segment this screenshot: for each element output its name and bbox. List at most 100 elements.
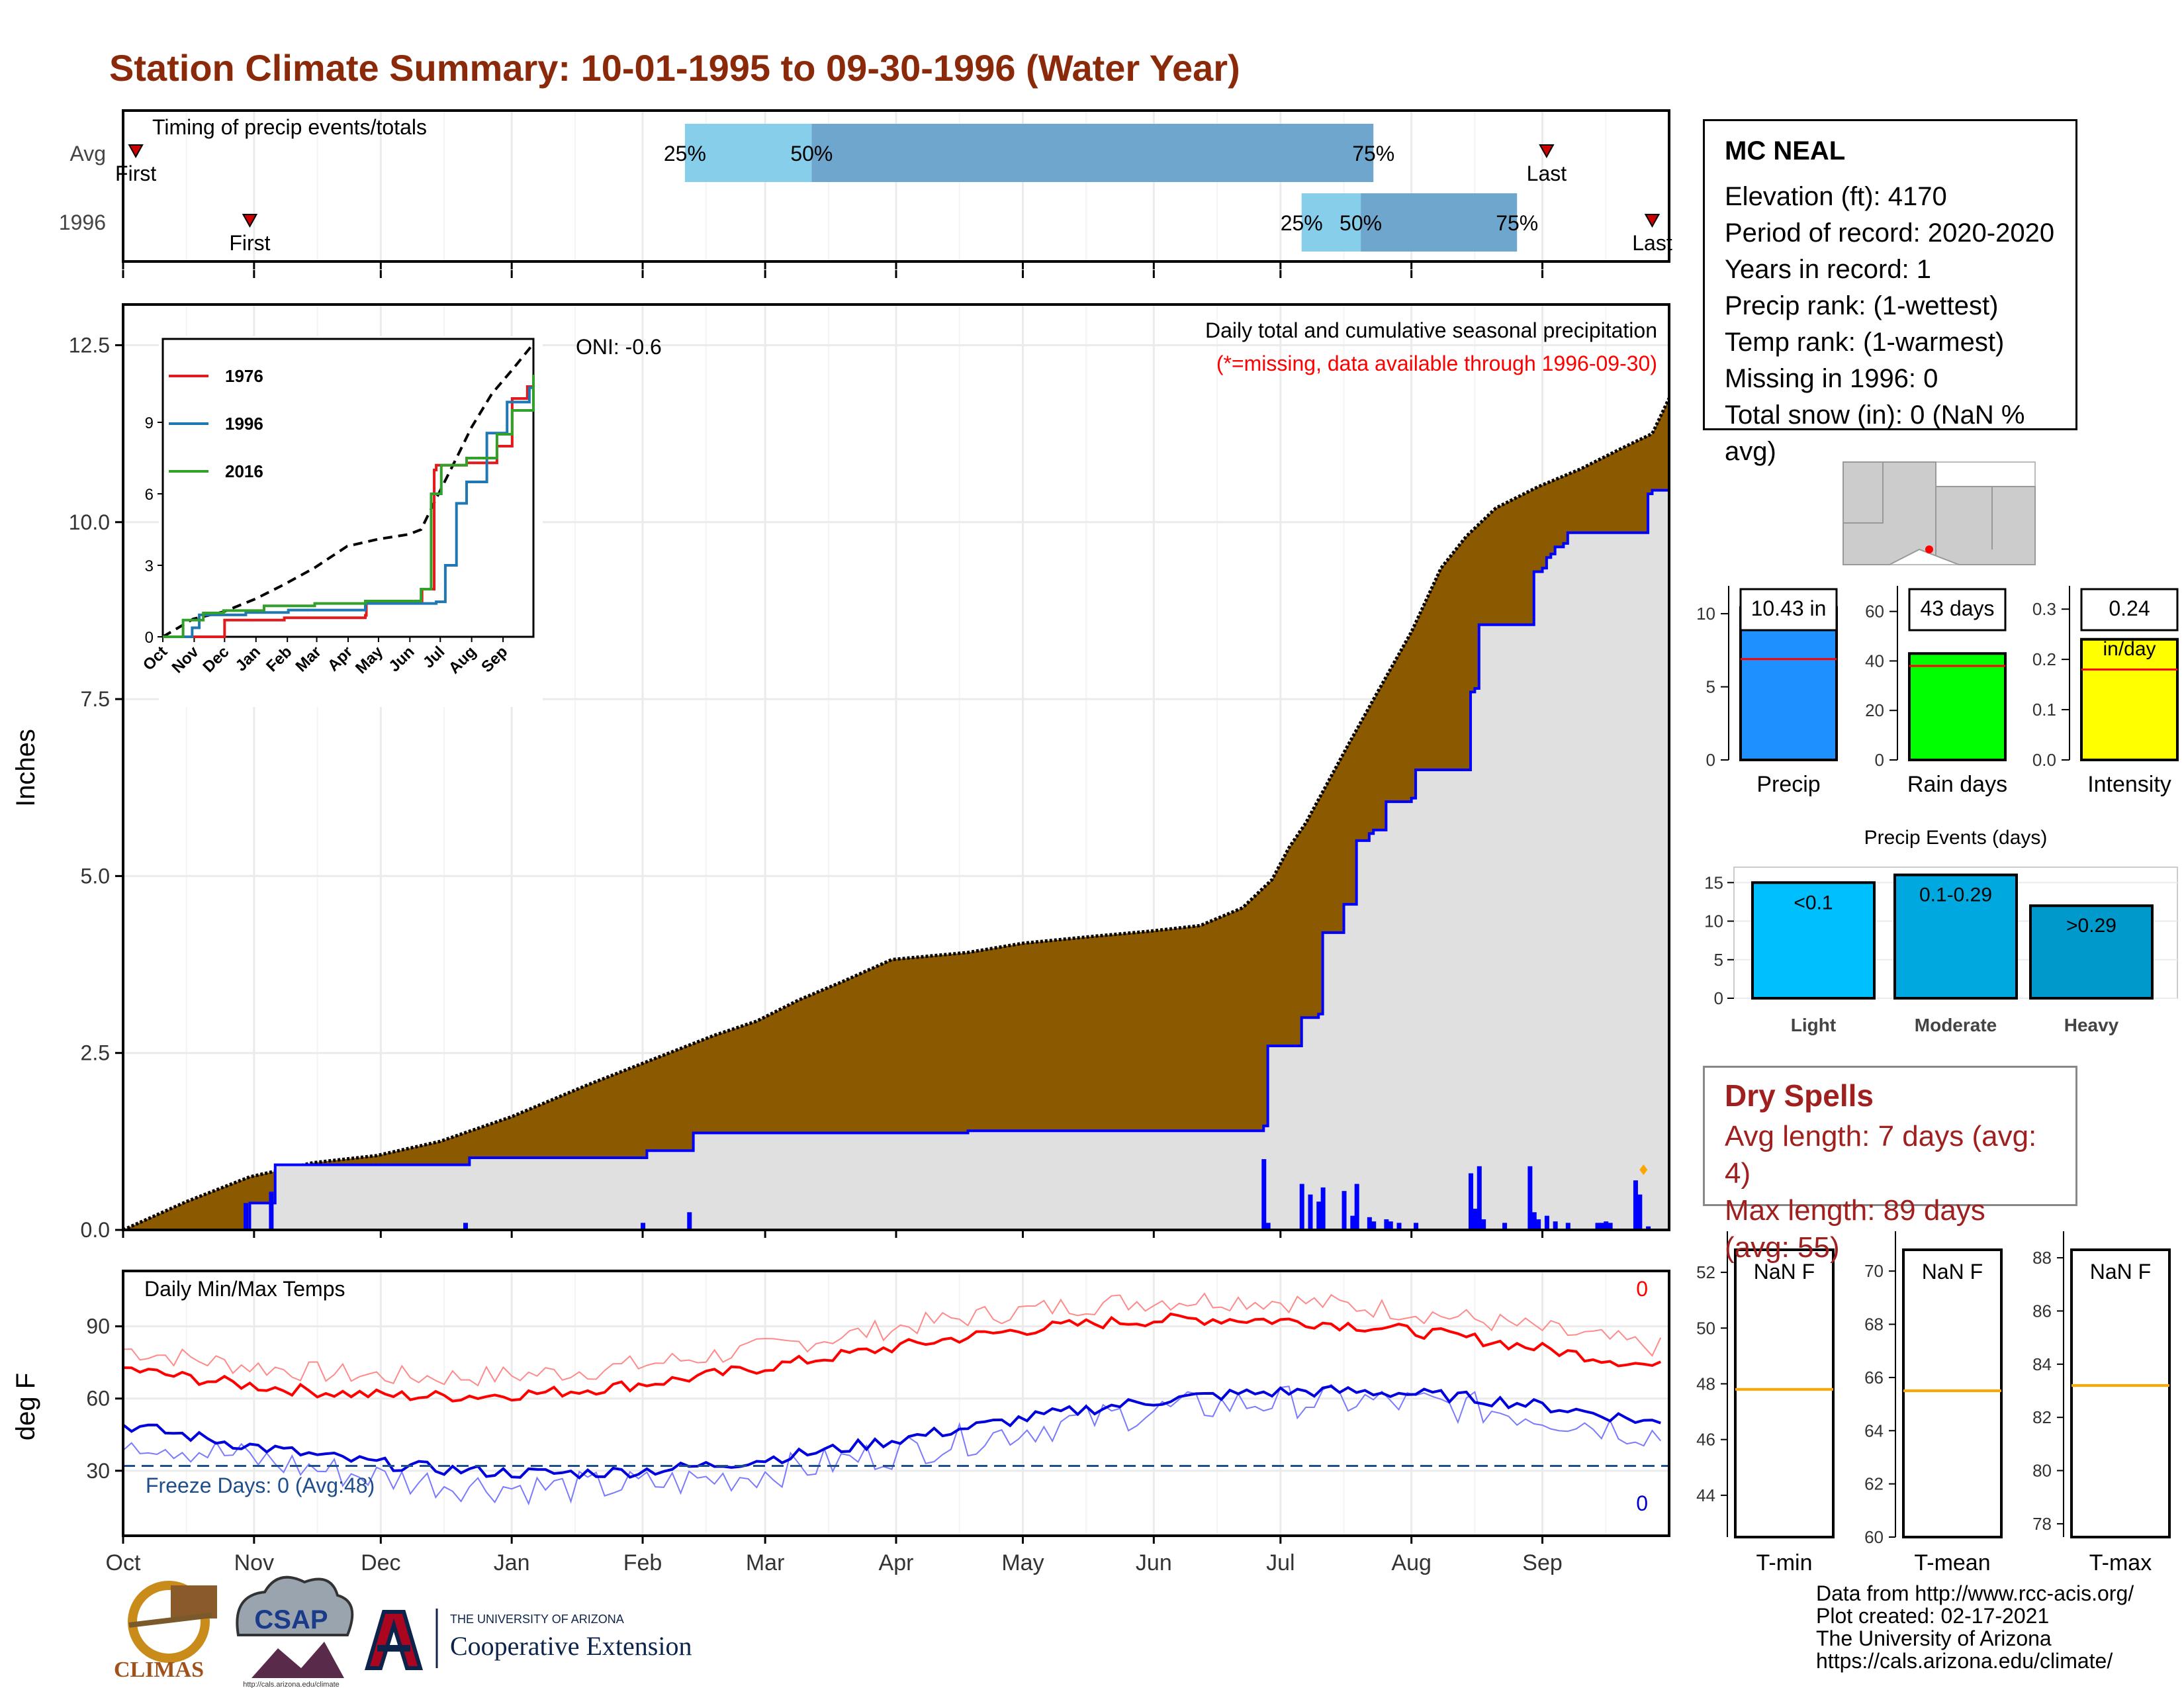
footer-line2: Plot created: 02-17-2021	[1816, 1604, 2050, 1628]
month-tick-label: Aug	[1391, 1550, 1432, 1575]
daily-precip-bar	[1637, 1194, 1643, 1230]
timing-bar-q25-q50	[684, 124, 812, 182]
events-ytick-label: 15	[1704, 872, 1723, 892]
logos: CLIMAS CSAP http://cals.arizona.edu/clim…	[114, 1575, 692, 1688]
month-axis: Oct Nov Dec Jan Feb Mar Apr May Jun Jul Aug Sep	[106, 1536, 1563, 1575]
month-tick-label: Oct	[106, 1550, 141, 1575]
rain-days-ytick-label: 0	[1875, 750, 1884, 770]
timing-first-marker	[128, 144, 144, 159]
month-tick-label: Jun	[1136, 1550, 1172, 1575]
temp-panel: 30 60 90 deg F Daily Min/Max Temps 0 0 Fre…	[11, 1270, 1670, 1537]
dry-spells-avg: Avg length: 7 days (avg: 4)	[1725, 1120, 2037, 1190]
daily-precip-bar	[1633, 1180, 1638, 1230]
avg-cumulative-edge	[122, 397, 1671, 1232]
month-tick-label: Feb	[623, 1550, 662, 1575]
ua-logo: THE UNIVERSITY OF ARIZONA Cooperative Ex…	[364, 1609, 692, 1670]
t-max-ytick-label: 84	[2032, 1354, 2052, 1374]
daily-precip-bar	[1477, 1166, 1482, 1230]
oni-label: ONI: -0.6	[576, 335, 662, 359]
state-map	[1843, 461, 2036, 565]
timing-bar-q25-q50	[1301, 193, 1361, 252]
precip-ytick-label: 10	[1696, 604, 1715, 624]
precip-ytick-label: 5	[1706, 677, 1715, 697]
precip-panel-subtitle: (*=missing, data available through 1996-…	[1216, 352, 1657, 375]
timing-last-marker	[1644, 214, 1661, 228]
intensity-ytick-label: 0.3	[2032, 599, 2056, 619]
precip-ytick-label: 5.0	[81, 864, 110, 888]
precip-ytick-label: 7.5	[81, 687, 110, 711]
t-mean-value-label: NaN F	[1922, 1260, 1983, 1284]
timing-row-label-avg: Avg	[69, 142, 106, 165]
daily-precip-bar	[269, 1192, 274, 1230]
t-max-category-label: T-max	[2089, 1550, 2152, 1575]
t-min-ytick-label: 48	[1696, 1374, 1715, 1393]
timing-row-label-year: 1996	[59, 211, 106, 234]
events-category-label: Moderate	[1915, 1015, 1997, 1035]
daily-precip-bar	[1320, 1187, 1326, 1230]
station-snow: Total snow (in): 0 (NaN % avg)	[1725, 400, 2025, 466]
t-max-box	[2070, 1248, 2171, 1538]
precip-ytick-label: 12.5	[69, 333, 110, 357]
temp-ylabel: deg F	[11, 1373, 40, 1440]
min-count-label: 0	[1636, 1491, 1648, 1515]
t-max-value-label: NaN F	[2090, 1260, 2151, 1284]
daily-precip-bar	[1595, 1223, 1600, 1230]
intensity-category-label: Intensity	[2087, 772, 2171, 797]
rain-days-ytick-label: 60	[1865, 602, 1884, 622]
avg-cumulative-area	[123, 398, 1669, 1231]
year-cumulative-line	[123, 489, 1669, 1231]
footer-line3: The University of Arizona	[1816, 1626, 2052, 1650]
events-ytick-label: 0	[1714, 988, 1723, 1008]
inset-legend-label: 1996	[225, 414, 263, 434]
daily-precip-bar	[1414, 1223, 1419, 1230]
timing-panel-label: Timing of precip events/totals	[152, 115, 427, 139]
max-temp-line	[122, 1312, 1662, 1403]
footer-line1: Data from http://www.rcc-acis.org/	[1816, 1581, 2134, 1605]
ua-logo-line2: Cooperative Extension	[450, 1631, 692, 1661]
daily-precip-bar	[1396, 1223, 1402, 1230]
daily-precip-bar	[1531, 1212, 1537, 1230]
daily-precip-bar	[1308, 1194, 1313, 1230]
timing-first-label: First	[115, 162, 156, 185]
daily-precip-bar	[1608, 1223, 1613, 1230]
daily-precip-bar	[641, 1223, 646, 1230]
daily-precip-bar	[1544, 1215, 1549, 1230]
station-location-marker	[1925, 545, 1933, 553]
intensity-value-label: 0.24	[2109, 596, 2150, 620]
precip-bar	[1739, 606, 1838, 761]
t-max-ytick-label: 88	[2032, 1248, 2052, 1268]
rain-days-value-label: 43 days	[1920, 596, 1994, 620]
timing-last-label: Last	[1632, 231, 1672, 255]
inset-legend-label: 2016	[225, 461, 263, 481]
inset-ytick-label: 3	[145, 557, 154, 575]
missing-marker	[1639, 1164, 1648, 1176]
timing-q75-label: 75%	[1496, 211, 1538, 235]
rain-days-ytick-label: 20	[1865, 700, 1884, 720]
t-mean-ytick-label: 70	[1864, 1261, 1884, 1281]
year-cumulative-area	[123, 490, 1669, 1231]
timing-q25-label: 25%	[1281, 211, 1323, 235]
station-name: MC NEAL	[1725, 136, 1846, 165]
daily-precip-bar	[244, 1203, 249, 1230]
t-min-ytick-label: 46	[1696, 1430, 1715, 1450]
daily-precip-bar	[1646, 1226, 1651, 1230]
daily-precip-bar	[1469, 1173, 1474, 1230]
min-temp-line	[122, 1384, 1661, 1480]
inset-series-line-2016	[163, 375, 535, 638]
temp-panel-title: Daily Min/Max Temps	[144, 1277, 345, 1301]
daily-precip-bar	[1473, 1208, 1478, 1230]
dry-spells-box: Dry Spells Avg length: 7 days (avg: 4) M…	[1703, 1066, 2077, 1264]
events-ytick-label: 10	[1704, 912, 1723, 931]
t-mean-box	[1902, 1248, 2003, 1538]
csap-logo: CSAP http://cals.arizona.edu/climate	[236, 1575, 354, 1688]
events-category-label: Heavy	[2064, 1015, 2119, 1035]
t-min-ytick-label: 50	[1696, 1318, 1715, 1338]
daily-precip-bar	[1299, 1184, 1304, 1230]
daily-precip-bar	[1481, 1219, 1486, 1230]
timing-last-marker	[1539, 144, 1555, 159]
daily-precip-bar	[1371, 1221, 1377, 1230]
intensity-ytick-label: 0.1	[2032, 700, 2056, 720]
events-category-label: Light	[1791, 1015, 1836, 1035]
